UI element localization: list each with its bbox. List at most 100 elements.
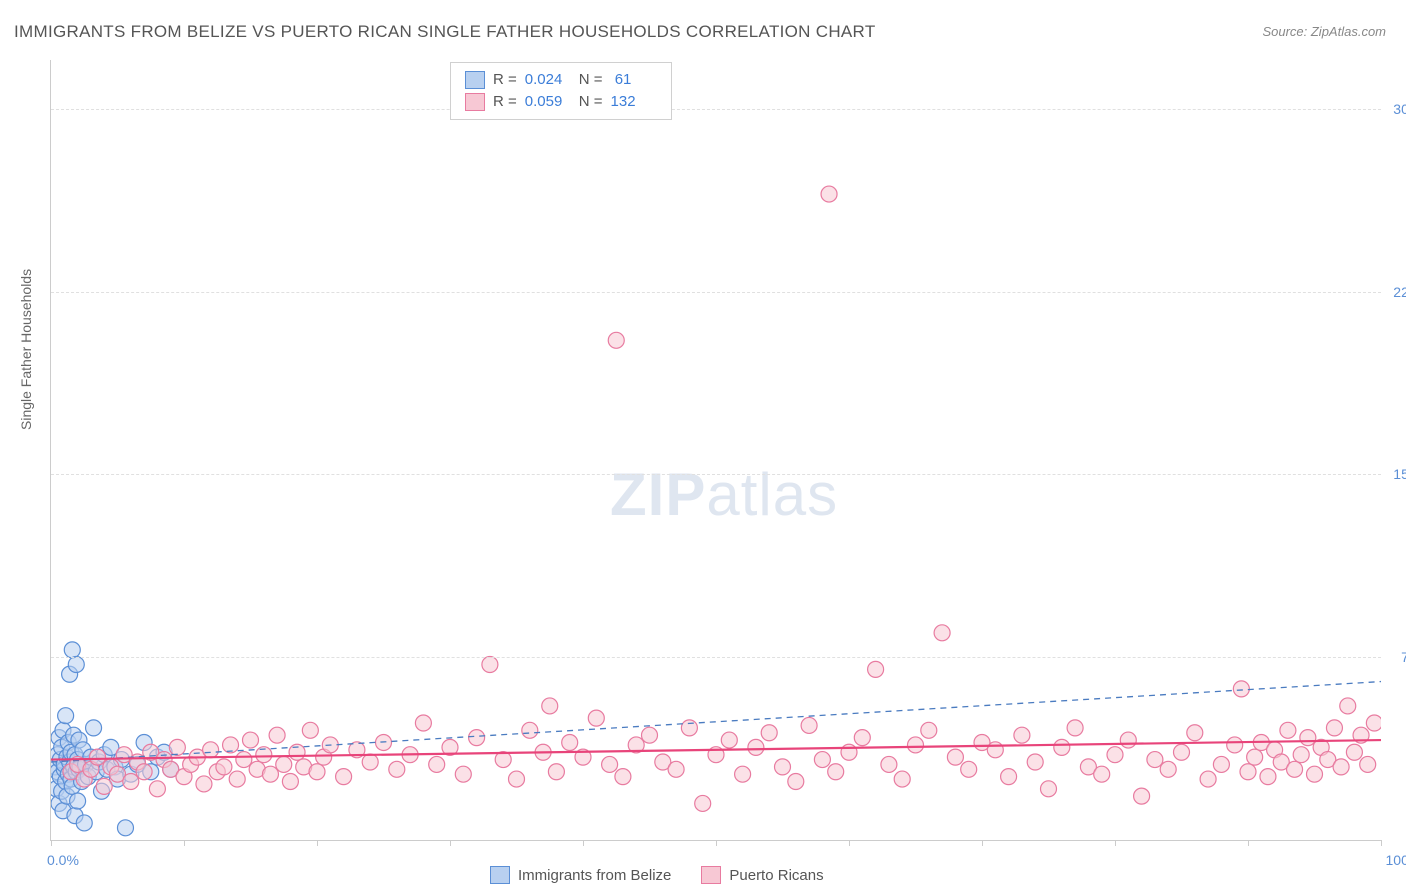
data-point-pr (1260, 769, 1276, 785)
data-point-pr (509, 771, 525, 787)
data-point-pr (1187, 725, 1203, 741)
data-point-pr (588, 710, 604, 726)
data-point-pr (169, 739, 185, 755)
data-point-pr (1300, 730, 1316, 746)
data-point-belize (76, 815, 92, 831)
data-point-pr (542, 698, 558, 714)
data-point-pr (1041, 781, 1057, 797)
data-point-pr (881, 756, 897, 772)
n-label: N = (579, 69, 603, 91)
xtick (982, 840, 983, 846)
xtick (317, 840, 318, 846)
data-point-pr (748, 739, 764, 755)
data-point-pr (801, 717, 817, 733)
data-point-pr (482, 657, 498, 673)
r-value-belize: 0.024 (525, 69, 571, 91)
data-point-pr (1360, 756, 1376, 772)
data-point-pr (1120, 732, 1136, 748)
data-point-pr (90, 749, 106, 765)
gridline (51, 292, 1381, 293)
swatch-belize (465, 71, 485, 89)
n-value-belize: 61 (611, 69, 657, 91)
series-legend: Immigrants from Belize Puerto Ricans (490, 866, 824, 884)
data-point-pr (1107, 747, 1123, 763)
data-point-pr (615, 769, 631, 785)
data-point-pr (269, 727, 285, 743)
data-point-pr (1027, 754, 1043, 770)
data-point-belize (58, 708, 74, 724)
data-point-pr (1233, 681, 1249, 697)
r-value-pr: 0.059 (525, 91, 571, 113)
swatch-pr (701, 866, 721, 884)
data-point-pr (921, 722, 937, 738)
xtick-label-left: 0.0% (47, 852, 79, 868)
data-point-pr (668, 761, 684, 777)
data-point-pr (216, 759, 232, 775)
data-point-pr (389, 761, 405, 777)
data-point-pr (1293, 747, 1309, 763)
data-point-pr (987, 742, 1003, 758)
data-point-pr (1227, 737, 1243, 753)
data-point-pr (761, 725, 777, 741)
xtick (1248, 840, 1249, 846)
data-point-pr (602, 756, 618, 772)
data-point-pr (302, 722, 318, 738)
data-point-pr (1160, 761, 1176, 777)
data-point-pr (947, 749, 963, 765)
data-point-pr (149, 781, 165, 797)
legend-label-belize: Immigrants from Belize (518, 867, 671, 884)
data-point-pr (775, 759, 791, 775)
data-point-pr (821, 186, 837, 202)
correlation-legend: R = 0.024 N = 61 R = 0.059 N = 132 (450, 62, 672, 120)
data-point-pr (203, 742, 219, 758)
data-point-pr (868, 661, 884, 677)
data-point-pr (1287, 761, 1303, 777)
data-point-pr (522, 722, 538, 738)
xtick (1381, 840, 1382, 846)
ytick-label: 7.5% (1383, 649, 1406, 665)
data-point-pr (1014, 727, 1030, 743)
data-point-pr (282, 774, 298, 790)
data-point-pr (788, 774, 804, 790)
legend-row-pr: R = 0.059 N = 132 (465, 91, 657, 113)
xtick (716, 840, 717, 846)
data-point-pr (1340, 698, 1356, 714)
n-label: N = (579, 91, 603, 113)
data-point-pr (608, 332, 624, 348)
xtick (450, 840, 451, 846)
data-point-pr (828, 764, 844, 780)
data-point-pr (908, 737, 924, 753)
data-point-pr (309, 764, 325, 780)
data-point-pr (1067, 720, 1083, 736)
gridline (51, 474, 1381, 475)
plot-box: 7.5%15.0%22.5%30.0%0.0%100.0% (50, 60, 1381, 841)
xtick (51, 840, 52, 846)
data-point-pr (735, 766, 751, 782)
ytick-label: 22.5% (1383, 284, 1406, 300)
data-point-pr (642, 727, 658, 743)
data-point-pr (455, 766, 471, 782)
source-attribution: Source: ZipAtlas.com (1262, 24, 1386, 39)
xtick (1115, 840, 1116, 846)
data-point-belize (117, 820, 133, 836)
y-axis-label: Single Father Households (18, 269, 34, 430)
data-point-pr (548, 764, 564, 780)
data-point-pr (934, 625, 950, 641)
data-point-pr (415, 715, 431, 731)
data-point-belize (86, 720, 102, 736)
legend-item-belize: Immigrants from Belize (490, 866, 671, 884)
data-point-pr (1001, 769, 1017, 785)
swatch-pr (465, 93, 485, 111)
data-point-pr (229, 771, 245, 787)
r-label: R = (493, 91, 517, 113)
xtick (849, 840, 850, 846)
data-point-pr (961, 761, 977, 777)
data-point-pr (1326, 720, 1342, 736)
data-point-pr (814, 752, 830, 768)
n-value-pr: 132 (611, 91, 657, 113)
data-point-pr (236, 752, 252, 768)
data-point-pr (894, 771, 910, 787)
xtick (583, 840, 584, 846)
data-point-pr (854, 730, 870, 746)
data-point-pr (362, 754, 378, 770)
